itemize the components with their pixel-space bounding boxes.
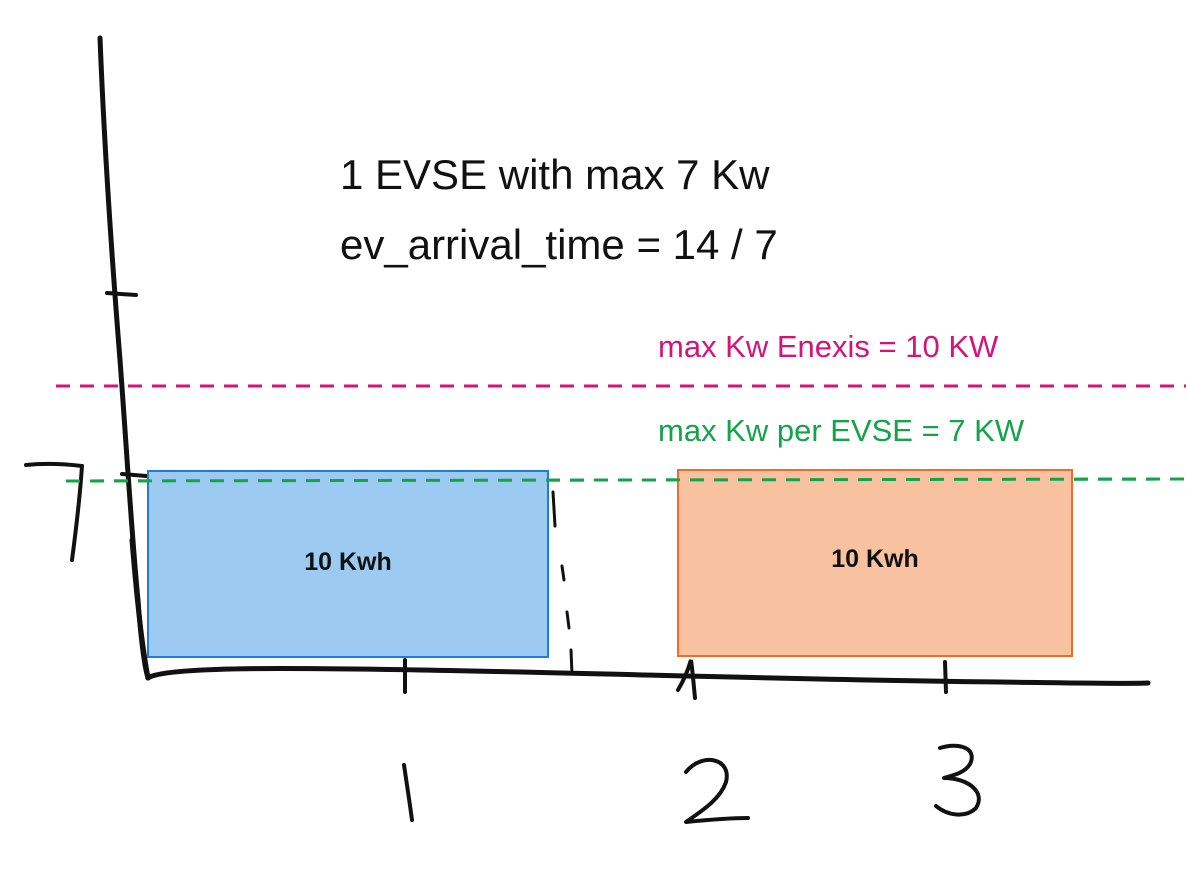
y-tick-label-7 — [24, 461, 84, 562]
y-tick-mark-7 — [120, 472, 148, 478]
x-tick-label-1 — [402, 763, 414, 822]
x-tick-mark-2 — [676, 659, 697, 700]
evse-limit-label: max Kw per EVSE = 7 KW — [658, 413, 1025, 448]
title-line-1: 1 EVSE with max 7 Kw — [340, 151, 770, 198]
charging-block-2: 10 Kwh — [677, 469, 1073, 657]
enexis-limit-label: max Kw Enexis = 10 KW — [658, 329, 999, 364]
x-axis — [145, 665, 1151, 686]
y-axis — [97, 35, 151, 681]
charging-block-1-label: 10 Kwh — [304, 547, 392, 576]
x-tick-label-3 — [934, 743, 981, 817]
block-end-dashed-mark — [551, 490, 574, 676]
charging-block-2-label: 10 Kwh — [831, 544, 919, 573]
x-tick-mark-3 — [943, 660, 948, 694]
x-tick-label-2 — [684, 758, 750, 824]
title-line-2: ev_arrival_time = 14 / 7 — [340, 221, 778, 268]
y-tick-mark-upper — [105, 291, 138, 297]
charging-block-1: 10 Kwh — [147, 470, 549, 658]
